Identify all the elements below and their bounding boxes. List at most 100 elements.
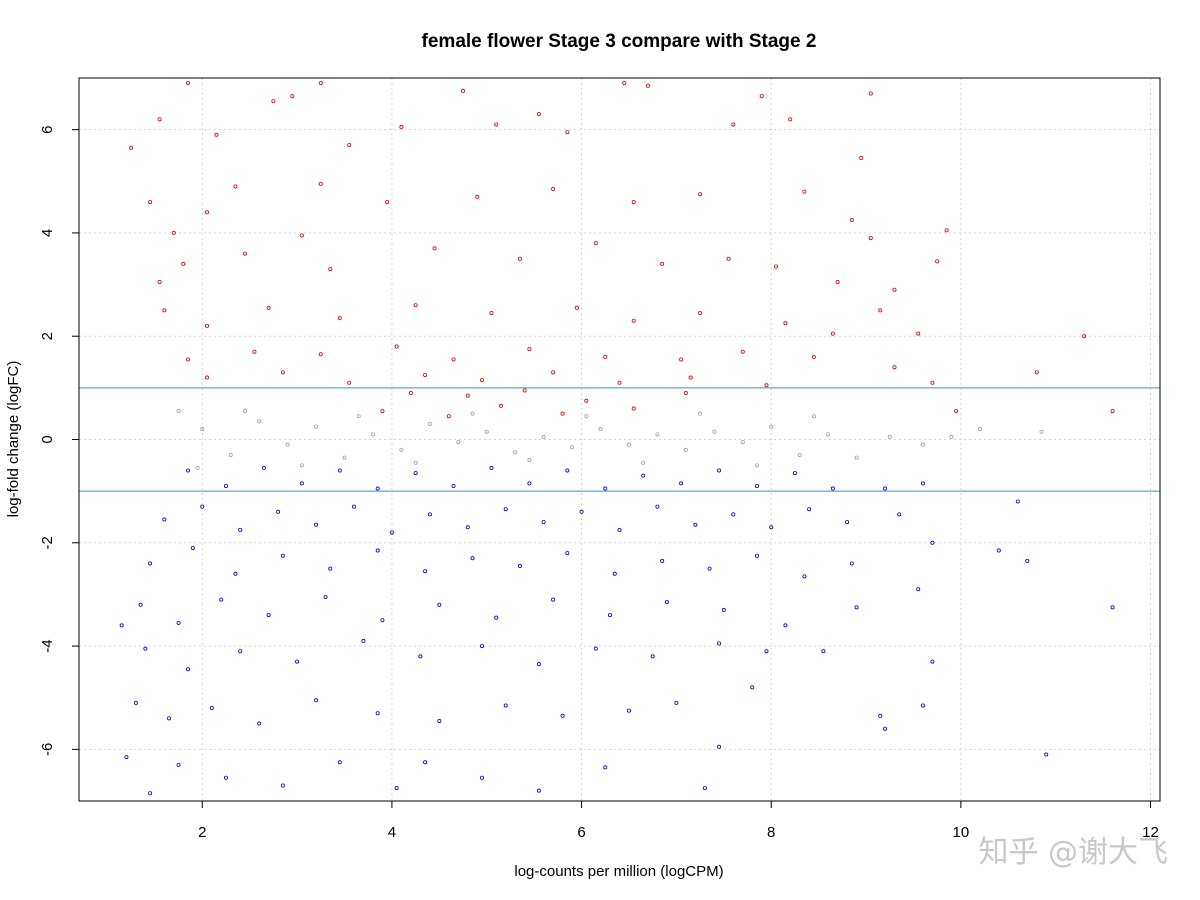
data-point: [920, 703, 925, 708]
data-point: [721, 607, 726, 612]
data-point: [157, 279, 162, 284]
data-point: [679, 357, 684, 362]
data-point: [394, 344, 399, 349]
y-tick-label: 4: [39, 229, 56, 237]
data-point: [541, 434, 546, 439]
data-point: [935, 259, 940, 264]
data-point: [565, 468, 570, 473]
data-point: [423, 372, 428, 377]
data-point: [205, 375, 210, 380]
data-point: [560, 411, 565, 416]
data-point: [883, 486, 888, 491]
data-point: [527, 347, 532, 352]
data-point: [854, 605, 859, 610]
data-point: [280, 553, 285, 558]
data-point: [375, 548, 380, 553]
data-point: [148, 561, 153, 566]
data-point: [754, 553, 759, 558]
data-point: [626, 708, 631, 713]
data-point: [186, 667, 191, 672]
data-point: [119, 623, 124, 628]
data-point: [176, 409, 181, 414]
data-point: [143, 646, 148, 651]
data-points: [119, 81, 1115, 796]
data-point: [683, 391, 688, 396]
data-point: [461, 88, 466, 93]
data-point: [731, 512, 736, 517]
data-point: [593, 241, 598, 246]
y-tick-label: -4: [39, 639, 56, 652]
data-point: [413, 471, 418, 476]
data-point: [190, 545, 195, 550]
data-point: [223, 775, 228, 780]
data-point: [821, 649, 826, 654]
data-point: [399, 125, 404, 130]
data-point: [717, 744, 722, 749]
data-point: [517, 256, 522, 261]
data-point: [883, 726, 888, 731]
grid: [79, 78, 1160, 801]
data-point: [603, 486, 608, 491]
data-point: [916, 587, 921, 592]
watermark-text: 知乎 @谢大飞: [978, 835, 1168, 870]
data-point: [631, 199, 636, 204]
data-point: [660, 261, 665, 266]
data-point: [717, 468, 722, 473]
data-point: [157, 117, 162, 122]
data-point: [920, 442, 925, 447]
data-point: [845, 520, 850, 525]
data-point: [209, 706, 214, 711]
data-point: [944, 228, 949, 233]
x-tick-label: 6: [577, 824, 585, 841]
data-point: [608, 613, 613, 618]
data-point: [413, 303, 418, 308]
data-point: [977, 427, 982, 432]
x-tick-label: 4: [388, 824, 396, 841]
data-point: [124, 755, 129, 760]
data-point: [314, 424, 319, 429]
data-point: [1025, 558, 1030, 563]
data-point: [920, 481, 925, 486]
data-point: [148, 791, 153, 796]
data-point: [133, 700, 138, 705]
data-point: [830, 331, 835, 336]
data-point: [930, 540, 935, 545]
x-tick-label: 2: [198, 824, 206, 841]
data-point: [570, 445, 575, 450]
data-point: [276, 509, 281, 514]
data-point: [527, 481, 532, 486]
data-point: [783, 623, 788, 628]
data-point: [513, 450, 518, 455]
data-point: [480, 378, 485, 383]
data-point: [802, 574, 807, 579]
data-point: [612, 571, 617, 576]
data-point: [456, 440, 461, 445]
x-tick-label: 12: [1142, 824, 1159, 841]
data-point: [617, 527, 622, 532]
data-point: [859, 156, 864, 161]
data-point: [826, 432, 831, 437]
data-point: [323, 595, 328, 600]
data-point: [631, 406, 636, 411]
data-point: [698, 411, 703, 416]
data-point: [674, 700, 679, 705]
data-point: [337, 316, 342, 321]
data-point: [773, 264, 778, 269]
data-point: [299, 481, 304, 486]
data-point: [650, 654, 655, 659]
data-point: [536, 662, 541, 667]
data-point: [683, 447, 688, 452]
y-axis-label: log-fold change (logFC): [5, 361, 22, 518]
data-point: [503, 507, 508, 512]
data-point: [603, 765, 608, 770]
data-point: [228, 452, 233, 457]
data-point: [238, 527, 243, 532]
data-point: [897, 512, 902, 517]
data-point: [878, 713, 883, 718]
data-point: [769, 525, 774, 530]
data-point: [446, 414, 451, 419]
data-point: [792, 471, 797, 476]
data-point: [536, 788, 541, 793]
